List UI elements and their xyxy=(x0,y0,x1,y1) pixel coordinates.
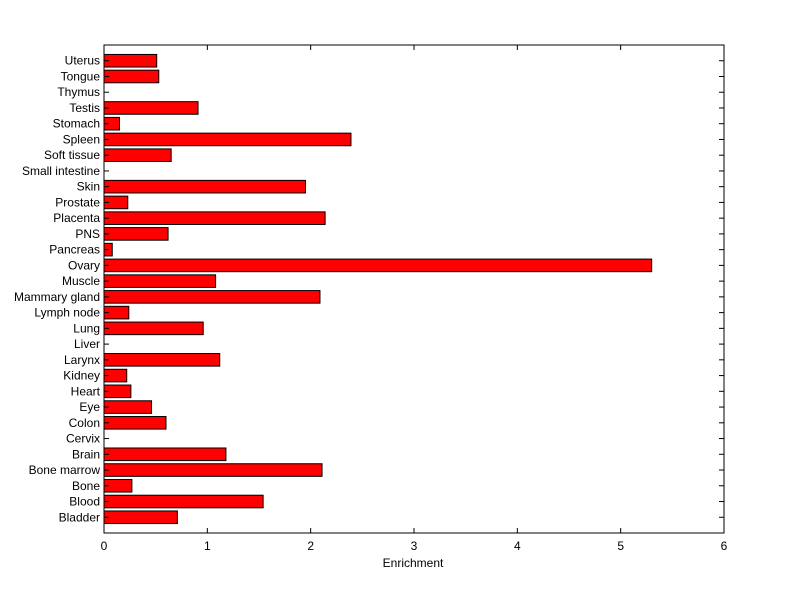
bar-lung xyxy=(103,321,204,336)
bar-bladder xyxy=(103,510,178,525)
y-tick-label-cervix: Cervix xyxy=(66,432,100,446)
y-tick-label-thymus: Thymus xyxy=(57,85,100,99)
x-tick-label: 4 xyxy=(514,539,521,553)
x-axis-label: Enrichment xyxy=(383,556,444,570)
y-tick-label-bladder: Bladder xyxy=(59,510,100,524)
y-tick-label-uterus: Uterus xyxy=(65,54,100,68)
bar-colon xyxy=(103,416,167,430)
bar-soft-tissue xyxy=(103,148,172,162)
bar-muscle xyxy=(103,274,217,288)
x-tick-label: 2 xyxy=(307,539,314,553)
x-tick-label: 3 xyxy=(411,539,418,553)
bar-skin xyxy=(103,179,306,194)
y-tick-label-lung: Lung xyxy=(73,321,100,335)
y-tick-label-ovary: Ovary xyxy=(68,258,100,272)
bar-tongue xyxy=(103,69,160,84)
y-tick-label-small-intestine: Small intestine xyxy=(22,164,100,178)
bar-blood xyxy=(103,494,264,509)
bar-testis xyxy=(103,101,199,115)
x-tick-label: 6 xyxy=(721,539,728,553)
y-tick-label-spleen: Spleen xyxy=(63,132,100,146)
y-tick-label-bone: Bone xyxy=(72,479,100,493)
y-tick-label-placenta: Placenta xyxy=(53,211,100,225)
x-tick-label: 0 xyxy=(101,539,108,553)
y-tick-label-mammary-gland: Mammary gland xyxy=(14,290,100,304)
bar-ovary xyxy=(103,258,653,273)
y-tick-label-kidney: Kidney xyxy=(63,369,100,383)
bar-bone-marrow xyxy=(103,463,323,477)
bar-placenta xyxy=(103,211,326,225)
bar-pns xyxy=(103,227,169,241)
bar-uterus xyxy=(103,53,158,68)
y-tick-label-lymph-node: Lymph node xyxy=(34,306,100,320)
bar-eye xyxy=(103,400,153,414)
y-tick-label-liver: Liver xyxy=(74,337,100,351)
x-tick-label: 1 xyxy=(204,539,211,553)
y-tick-label-bone-marrow: Bone marrow xyxy=(29,463,101,477)
x-tick-label: 5 xyxy=(617,539,624,553)
y-tick-label-skin: Skin xyxy=(77,180,100,194)
x-axis-ticks: 0 1 2 3 4 5 6 xyxy=(101,45,728,553)
y-tick-label-testis: Testis xyxy=(69,101,100,115)
y-tick-label-pns: PNS xyxy=(75,227,100,241)
y-tick-label-soft-tissue: Soft tissue xyxy=(44,148,100,162)
y-tick-label-muscle: Muscle xyxy=(62,274,100,288)
y-tick-label-tongue: Tongue xyxy=(61,69,101,83)
bars-group xyxy=(103,53,653,525)
bar-spleen xyxy=(103,132,352,147)
bar-brain xyxy=(103,447,227,462)
y-tick-label-stomach: Stomach xyxy=(53,117,100,131)
y-tick-label-blood: Blood xyxy=(69,495,100,509)
y-tick-label-colon: Colon xyxy=(69,416,100,430)
y-tick-label-heart: Heart xyxy=(71,384,101,398)
bar-larynx xyxy=(103,353,221,367)
y-tick-label-brain: Brain xyxy=(72,447,100,461)
y-tick-label-eye: Eye xyxy=(79,400,100,414)
bar-mammary-gland xyxy=(103,290,321,304)
y-tick-label-larynx: Larynx xyxy=(64,353,100,367)
y-tick-label-prostate: Prostate xyxy=(55,195,100,209)
y-tick-label-pancreas: Pancreas xyxy=(49,243,100,257)
